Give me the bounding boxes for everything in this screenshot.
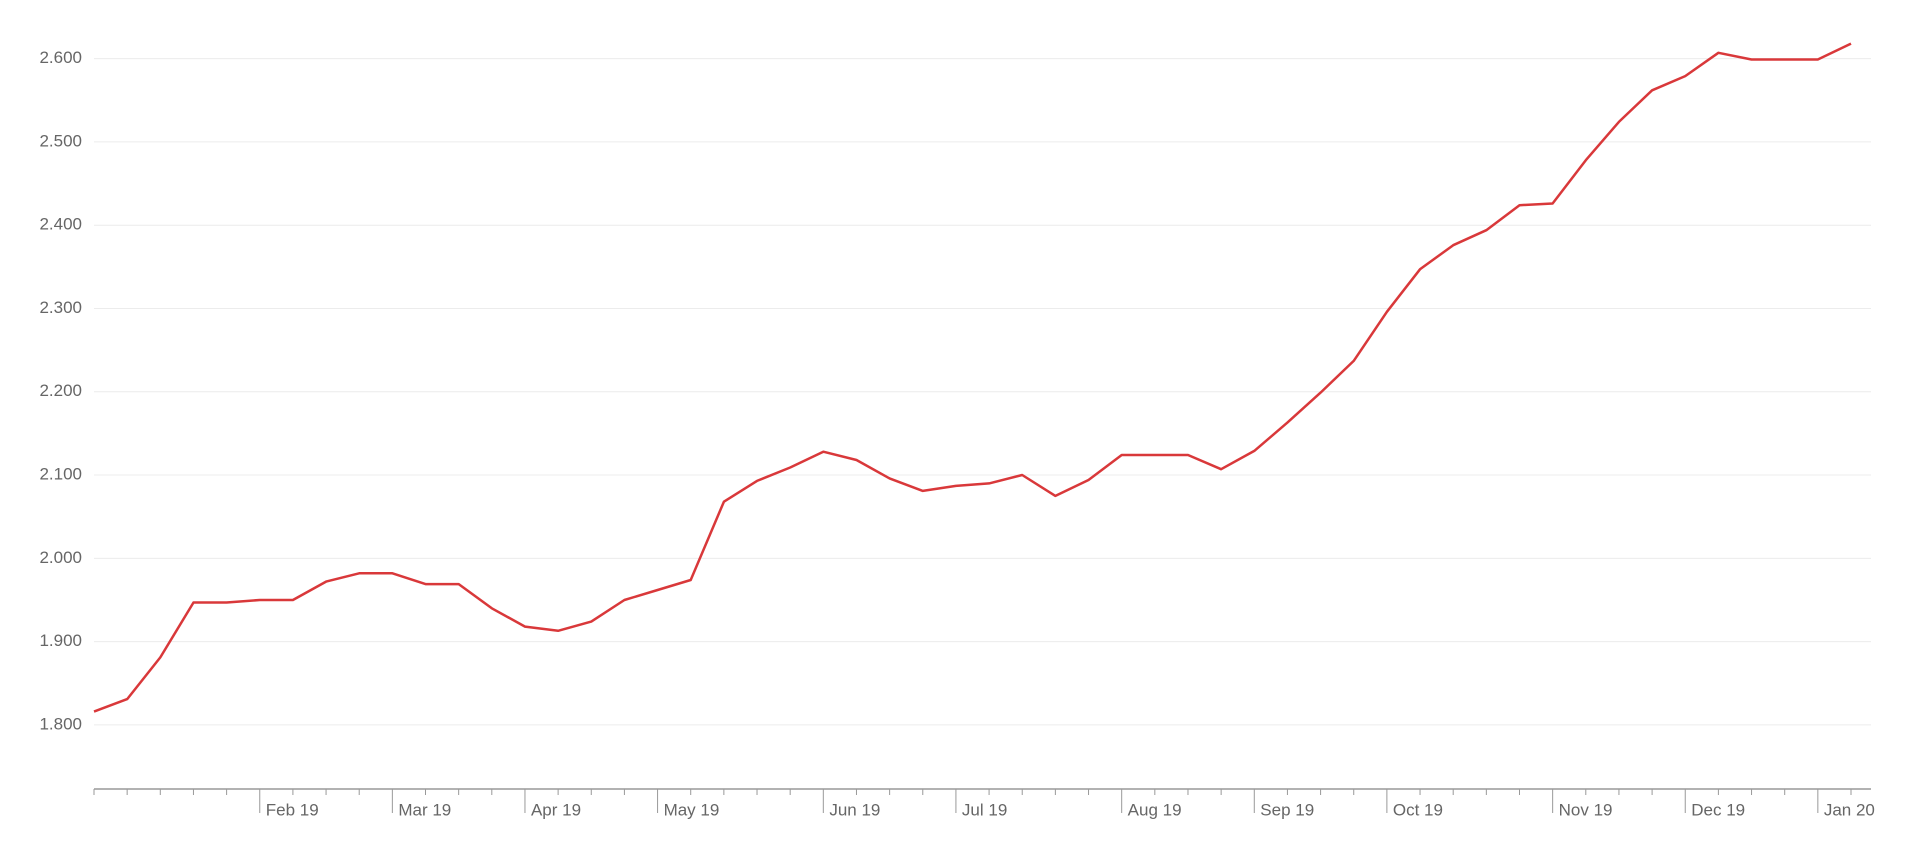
y-tick-label: 2.100: [39, 465, 82, 484]
y-tick-label: 1.900: [39, 631, 82, 650]
data-line: [93, 42, 1852, 713]
y-tick-label: 2.500: [39, 131, 82, 150]
x-tick-label: Sep 19: [1260, 800, 1314, 819]
x-tick-label: Jan 20: [1824, 800, 1875, 819]
x-tick-label: Aug 19: [1128, 800, 1182, 819]
x-tick-label: Mar 19: [398, 800, 451, 819]
x-tick-label: Oct 19: [1393, 800, 1443, 819]
y-tick-label: 2.200: [39, 381, 82, 400]
x-tick-label: Nov 19: [1559, 800, 1613, 819]
x-tick-label: May 19: [664, 800, 720, 819]
x-tick-label: Feb 19: [266, 800, 319, 819]
x-tick-label: Jun 19: [829, 800, 880, 819]
y-tick-label: 2.600: [39, 48, 82, 67]
x-tick-label: Jul 19: [962, 800, 1007, 819]
y-tick-label: 1.800: [39, 714, 82, 733]
x-tick-label: Apr 19: [531, 800, 581, 819]
y-tick-label: 2.300: [39, 298, 82, 317]
y-tick-label: 2.000: [39, 548, 82, 567]
y-tick-label: 2.400: [39, 215, 82, 234]
x-tick-label: Dec 19: [1691, 800, 1745, 819]
